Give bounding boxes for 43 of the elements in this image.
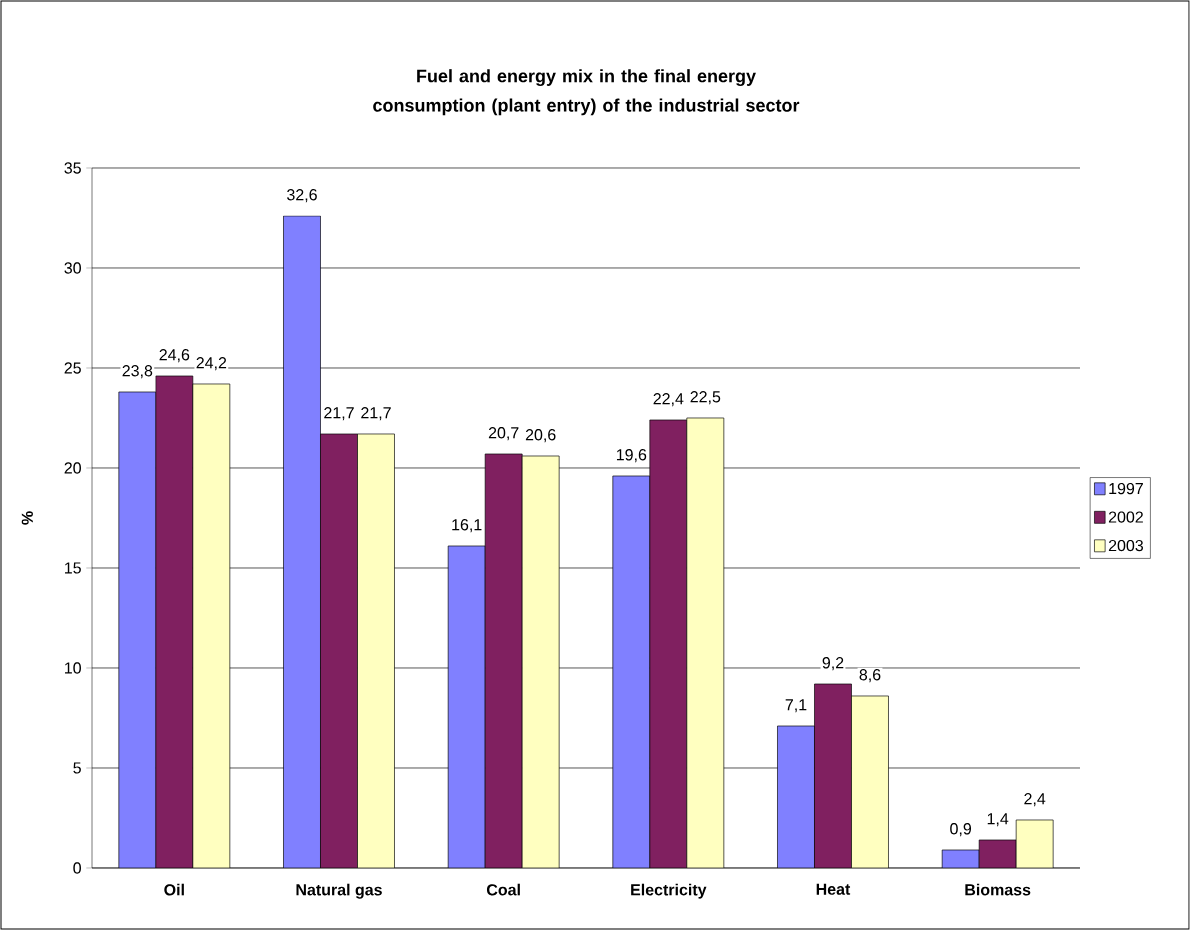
x-tick-label: Biomass bbox=[965, 883, 1031, 896]
legend-label: 1997 bbox=[1109, 482, 1143, 495]
x-tick-label: Heat bbox=[816, 883, 851, 895]
y-tick-label: 20 bbox=[64, 462, 81, 474]
data-label: 24,2 bbox=[196, 357, 227, 371]
x-tick-label: Natural gas bbox=[296, 883, 382, 899]
data-label: 20,7 bbox=[488, 427, 519, 441]
bar bbox=[192, 383, 231, 868]
bar bbox=[851, 695, 889, 868]
y-tick-label: 30 bbox=[64, 262, 81, 274]
data-label: 1,4 bbox=[987, 813, 1009, 827]
data-label: 21,7 bbox=[361, 407, 391, 421]
data-label: 20,6 bbox=[525, 429, 556, 443]
legend-label: 2002 bbox=[1108, 511, 1143, 523]
x-tick-label: Coal bbox=[486, 883, 520, 896]
bar bbox=[357, 433, 395, 868]
data-label: 2,4 bbox=[1024, 793, 1046, 807]
data-label: 23,8 bbox=[122, 365, 153, 379]
data-label: 32,6 bbox=[287, 189, 317, 203]
data-label: 16,1 bbox=[452, 519, 482, 533]
data-label: 19,6 bbox=[616, 449, 647, 463]
bar bbox=[1015, 819, 1054, 868]
data-label: 0,9 bbox=[950, 823, 972, 837]
chart-title: Fuel and energy mix in the final energy consumption (plant entry) of the industrial sector bbox=[373, 69, 800, 116]
legend-label: 2003 bbox=[1108, 539, 1144, 552]
data-label: 22,5 bbox=[690, 391, 721, 405]
y-axis-title: % bbox=[21, 511, 33, 525]
data-label: 21,7 bbox=[324, 407, 354, 421]
bar bbox=[686, 417, 725, 868]
bar bbox=[521, 455, 560, 868]
data-label: 22,4 bbox=[653, 393, 684, 407]
data-label: 24,6 bbox=[159, 349, 190, 363]
y-tick-label: 35 bbox=[64, 162, 81, 174]
y-tick-label: 5 bbox=[73, 762, 81, 774]
y-tick-label: 25 bbox=[64, 362, 81, 374]
y-tick-label: 0 bbox=[73, 862, 81, 874]
data-label: 8,6 bbox=[859, 669, 881, 683]
x-tick-label: Electricity bbox=[631, 883, 707, 899]
data-label: 9,2 bbox=[822, 657, 844, 671]
data-label: 7,1 bbox=[785, 699, 807, 713]
x-tick-label: Oil bbox=[164, 883, 184, 896]
y-tick-label: 15 bbox=[65, 562, 81, 574]
y-tick-label: 10 bbox=[65, 662, 81, 674]
